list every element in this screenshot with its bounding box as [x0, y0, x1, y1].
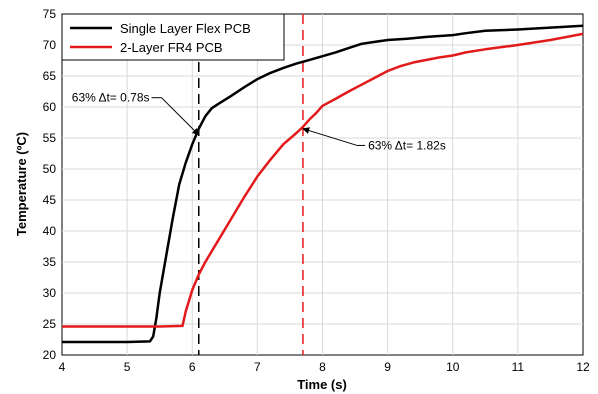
y-tick-label: 50: [43, 162, 57, 176]
y-tick-label: 70: [43, 38, 57, 52]
y-tick-label: 30: [43, 286, 57, 300]
series-lines: [62, 24, 583, 344]
x-tick-label: 11: [512, 360, 525, 374]
x-tick-label: 6: [189, 360, 196, 374]
annotation-label-0: 63% Δt= 0.78s: [72, 91, 150, 105]
legend-label-flex: Single Layer Flex PCB: [120, 21, 251, 36]
annotations: 63% Δt= 0.78s 63% Δt= 1.82s: [72, 91, 446, 153]
x-tick-label: 5: [124, 360, 131, 374]
series-line-1: [62, 32, 583, 328]
x-tick-label: 12: [576, 360, 590, 374]
x-tick-label: 4: [59, 360, 66, 374]
annotation-label-1: 63% Δt= 1.82s: [368, 138, 446, 152]
y-tick-label: 60: [43, 100, 57, 114]
x-tick-label: 9: [384, 360, 391, 374]
y-axis-title: Temperature (ºC): [14, 132, 29, 236]
x-tick-label: 10: [446, 360, 460, 374]
y-tick-label: 65: [43, 69, 57, 83]
x-tick-label: 8: [319, 360, 326, 374]
legend-box: [61, 13, 285, 61]
y-tick-label: 35: [43, 255, 57, 269]
legend: Single Layer Flex PCB 2-Layer FR4 PCB: [61, 13, 285, 61]
annotation-arrow-0: [161, 97, 200, 136]
reference-lines: [198, 14, 304, 355]
y-tick-label: 20: [43, 348, 57, 362]
x-tick-label: 7: [254, 360, 261, 374]
y-tick-label: 40: [43, 224, 57, 238]
y-tick-label: 75: [43, 7, 57, 21]
x-axis-title: Time (s): [297, 377, 347, 392]
y-tick-label: 25: [43, 317, 57, 331]
annotation-arrow-1: [302, 127, 358, 146]
legend-label-fr4: 2-Layer FR4 PCB: [120, 40, 223, 55]
y-tick-label: 55: [43, 131, 57, 145]
y-tick-label: 45: [43, 193, 57, 207]
series-line-0: [62, 24, 583, 344]
